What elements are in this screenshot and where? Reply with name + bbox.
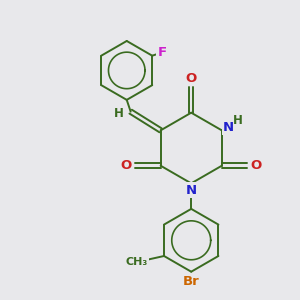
Text: O: O — [250, 159, 262, 172]
Text: O: O — [186, 72, 197, 85]
Text: CH₃: CH₃ — [125, 257, 148, 267]
Text: O: O — [121, 159, 132, 172]
Text: H: H — [114, 107, 124, 120]
Text: Br: Br — [183, 275, 200, 288]
Text: H: H — [232, 114, 242, 127]
Text: N: N — [223, 121, 234, 134]
Text: N: N — [186, 184, 197, 197]
Text: F: F — [158, 46, 166, 59]
